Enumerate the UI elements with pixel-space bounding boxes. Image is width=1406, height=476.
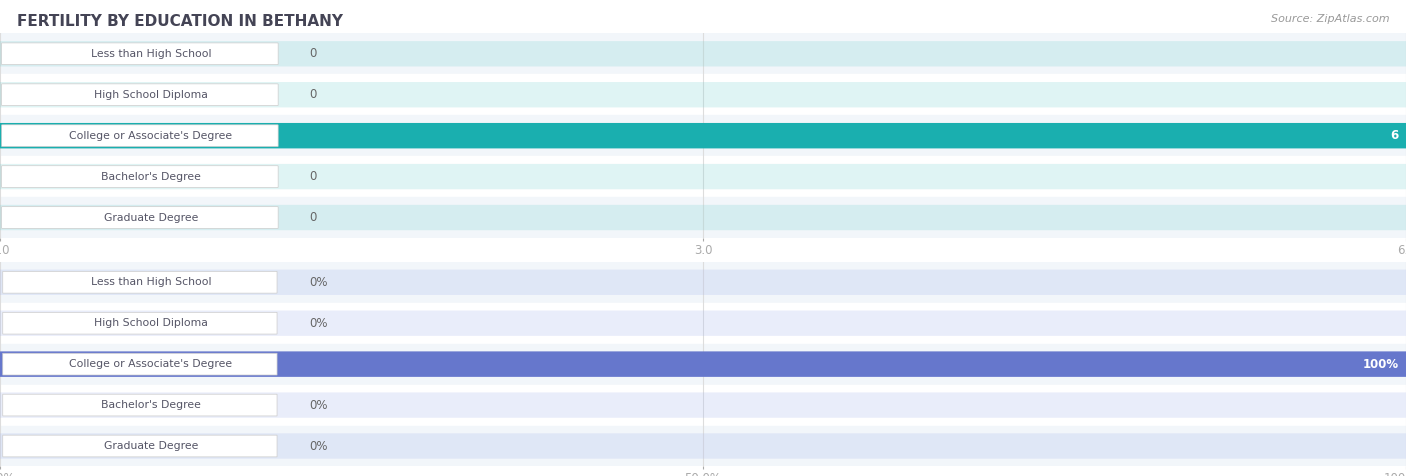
Text: High School Diploma: High School Diploma xyxy=(94,89,208,100)
FancyBboxPatch shape xyxy=(1,207,278,228)
Text: 6: 6 xyxy=(1391,129,1399,142)
FancyBboxPatch shape xyxy=(0,164,1406,189)
FancyBboxPatch shape xyxy=(0,41,1406,67)
Bar xyxy=(0,303,1406,344)
Text: College or Associate's Degree: College or Associate's Degree xyxy=(69,359,232,369)
FancyBboxPatch shape xyxy=(0,433,1406,459)
Bar xyxy=(0,197,1406,238)
Bar xyxy=(0,33,1406,74)
Text: 0: 0 xyxy=(309,211,316,224)
Text: Graduate Degree: Graduate Degree xyxy=(104,441,198,451)
Text: 0: 0 xyxy=(309,88,316,101)
Text: 0%: 0% xyxy=(309,398,328,412)
Text: 0%: 0% xyxy=(309,317,328,330)
Bar xyxy=(0,115,1406,156)
Text: College or Associate's Degree: College or Associate's Degree xyxy=(69,130,232,141)
Text: 100%: 100% xyxy=(1362,357,1399,371)
FancyBboxPatch shape xyxy=(0,351,1406,377)
Bar xyxy=(0,262,1406,303)
Text: Graduate Degree: Graduate Degree xyxy=(104,212,198,223)
Text: High School Diploma: High School Diploma xyxy=(94,318,208,328)
Bar xyxy=(0,426,1406,466)
Bar xyxy=(0,74,1406,115)
FancyBboxPatch shape xyxy=(1,84,278,106)
Bar xyxy=(0,385,1406,426)
Text: Bachelor's Degree: Bachelor's Degree xyxy=(101,171,201,182)
Text: Source: ZipAtlas.com: Source: ZipAtlas.com xyxy=(1271,14,1389,24)
Text: Less than High School: Less than High School xyxy=(90,49,211,59)
FancyBboxPatch shape xyxy=(1,166,278,188)
FancyBboxPatch shape xyxy=(1,43,278,65)
Text: FERTILITY BY EDUCATION IN BETHANY: FERTILITY BY EDUCATION IN BETHANY xyxy=(17,14,343,30)
Text: 0: 0 xyxy=(309,47,316,60)
FancyBboxPatch shape xyxy=(0,205,1406,230)
FancyBboxPatch shape xyxy=(3,435,277,457)
Text: 0%: 0% xyxy=(309,439,328,453)
FancyBboxPatch shape xyxy=(3,312,277,334)
FancyBboxPatch shape xyxy=(3,394,277,416)
FancyBboxPatch shape xyxy=(0,123,1406,149)
Text: Less than High School: Less than High School xyxy=(90,277,211,288)
Bar xyxy=(0,344,1406,385)
FancyBboxPatch shape xyxy=(1,125,278,147)
FancyBboxPatch shape xyxy=(0,351,1406,377)
Text: Bachelor's Degree: Bachelor's Degree xyxy=(101,400,201,410)
Text: 0%: 0% xyxy=(309,276,328,289)
FancyBboxPatch shape xyxy=(0,269,1406,295)
FancyBboxPatch shape xyxy=(3,271,277,293)
FancyBboxPatch shape xyxy=(0,123,1406,149)
FancyBboxPatch shape xyxy=(0,310,1406,336)
FancyBboxPatch shape xyxy=(0,82,1406,108)
FancyBboxPatch shape xyxy=(3,353,277,375)
FancyBboxPatch shape xyxy=(0,392,1406,418)
Bar xyxy=(0,156,1406,197)
Text: 0: 0 xyxy=(309,170,316,183)
